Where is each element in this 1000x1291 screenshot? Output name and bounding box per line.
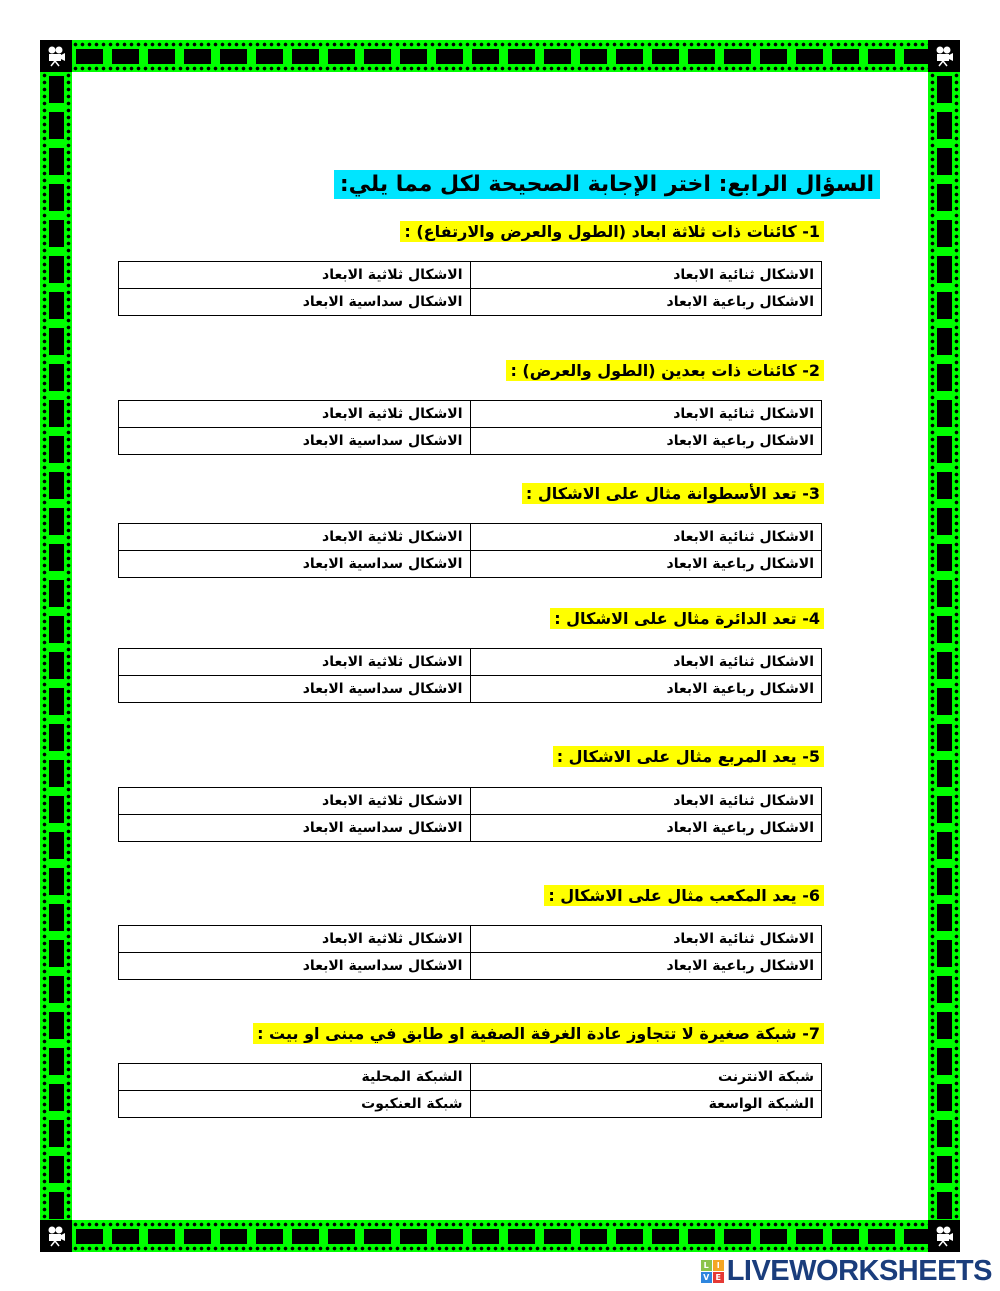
- options-table: شبكة الانترنت الشبكة المحلية الشبكة الواسع…: [118, 1063, 822, 1118]
- options-row: الاشكال ثنائية الابعاد الاشكال ثلاثية الا…: [118, 523, 822, 551]
- options-row: الاشكال ثنائية الابعاد الاشكال ثلاثية الا…: [118, 787, 822, 815]
- answer-option[interactable]: الاشكال ثنائية الابعاد: [469, 648, 822, 676]
- options-table: الاشكال ثنائية الابعاد الاشكال ثلاثية الا…: [118, 925, 822, 980]
- options-row: الاشكال رباعية الابعاد الاشكال سداسية الا…: [118, 952, 822, 980]
- answer-option[interactable]: الشبكة المحلية: [118, 1063, 471, 1091]
- options-table: الاشكال ثنائية الابعاد الاشكال ثلاثية الا…: [118, 648, 822, 703]
- answer-option[interactable]: الاشكال سداسية الابعاد: [118, 952, 471, 980]
- answer-option[interactable]: الاشكال سداسية الابعاد: [118, 288, 471, 316]
- answer-option[interactable]: الاشكال رباعية الابعاد: [469, 550, 822, 578]
- liveworksheets-logo: L I V E LIVEWORKSHEETS: [700, 1255, 993, 1288]
- question-text: 2- كائنات ذات بعدين (الطول والعرض) :: [506, 360, 824, 381]
- options-row: الاشكال رباعية الابعاد الاشكال سداسية الا…: [118, 675, 822, 703]
- movie-camera-icon: [928, 40, 960, 72]
- answer-option[interactable]: الاشكال ثنائية الابعاد: [469, 523, 822, 551]
- answer-option[interactable]: الاشكال ثلاثية الابعاد: [118, 523, 471, 551]
- options-row: الاشكال رباعية الابعاد الاشكال سداسية الا…: [118, 550, 822, 578]
- question-text: 5- يعد المربع مثال على الاشكال :: [552, 746, 824, 767]
- options-row: الشبكة الواسعة شبكة العنكبوت: [118, 1090, 822, 1118]
- answer-option[interactable]: الاشكال رباعية الابعاد: [469, 814, 822, 842]
- movie-camera-icon: [928, 1220, 960, 1252]
- film-border-right: [928, 72, 960, 1220]
- film-border-bottom: [72, 1220, 960, 1252]
- options-table: الاشكال ثنائية الابعاد الاشكال ثلاثية الا…: [118, 261, 822, 316]
- question-text: 3- تعد الأسطوانة مثال على الاشكال :: [521, 483, 824, 504]
- answer-option[interactable]: الاشكال ثلاثية الابعاد: [118, 787, 471, 815]
- movie-camera-icon: [40, 40, 72, 72]
- movie-camera-icon: [40, 1220, 72, 1252]
- answer-option[interactable]: الاشكال سداسية الابعاد: [118, 550, 471, 578]
- answer-option[interactable]: شبكة العنكبوت: [118, 1090, 471, 1118]
- question-text: 6- يعد المكعب مثال على الاشكال :: [544, 885, 824, 906]
- options-table: الاشكال ثنائية الابعاد الاشكال ثلاثية الا…: [118, 400, 822, 455]
- options-row: الاشكال ثنائية الابعاد الاشكال ثلاثية الا…: [118, 648, 822, 676]
- options-row: الاشكال ثنائية الابعاد الاشكال ثلاثية الا…: [118, 925, 822, 953]
- answer-option[interactable]: الاشكال رباعية الابعاد: [469, 427, 822, 455]
- answer-option[interactable]: الاشكال ثلاثية الابعاد: [118, 648, 471, 676]
- options-row: الاشكال رباعية الابعاد الاشكال سداسية الا…: [118, 427, 822, 455]
- options-row: الاشكال ثنائية الابعاد الاشكال ثلاثية الا…: [118, 261, 822, 289]
- answer-option[interactable]: الاشكال سداسية الابعاد: [118, 427, 471, 455]
- answer-option[interactable]: الاشكال ثلاثية الابعاد: [118, 261, 471, 289]
- answer-option[interactable]: الاشكال ثنائية الابعاد: [469, 261, 822, 289]
- answer-option[interactable]: الاشكال ثنائية الابعاد: [469, 400, 822, 428]
- page-title: السؤال الرابع: اختر الإجابة الصحيحة لكل …: [333, 170, 880, 199]
- answer-option[interactable]: الاشكال ثلاثية الابعاد: [118, 925, 471, 953]
- question-text: 4- تعد الدائرة مثال على الاشكال :: [550, 608, 824, 629]
- question-text: 7- شبكة صغيرة لا تتجاوز عادة الغرفة الصف…: [253, 1023, 824, 1044]
- film-border-left: [40, 72, 72, 1220]
- answer-option[interactable]: الشبكة الواسعة: [469, 1090, 822, 1118]
- options-table: الاشكال ثنائية الابعاد الاشكال ثلاثية الا…: [118, 787, 822, 842]
- answer-option[interactable]: الاشكال ثنائية الابعاد: [469, 787, 822, 815]
- options-row: الاشكال رباعية الابعاد الاشكال سداسية الا…: [118, 814, 822, 842]
- options-row: شبكة الانترنت الشبكة المحلية: [118, 1063, 822, 1091]
- answer-option[interactable]: الاشكال رباعية الابعاد: [469, 952, 822, 980]
- options-table: الاشكال ثنائية الابعاد الاشكال ثلاثية الا…: [118, 523, 822, 578]
- answer-option[interactable]: الاشكال سداسية الابعاد: [118, 675, 471, 703]
- answer-option[interactable]: الاشكال ثلاثية الابعاد: [118, 400, 471, 428]
- answer-option[interactable]: شبكة الانترنت: [469, 1063, 822, 1091]
- film-border-top: [72, 40, 960, 72]
- answer-option[interactable]: الاشكال رباعية الابعاد: [469, 288, 822, 316]
- options-row: الاشكال ثنائية الابعاد الاشكال ثلاثية الا…: [118, 400, 822, 428]
- question-text: 1- كائنات ذات ثلاثة ابعاد (الطول والعرض …: [400, 221, 824, 242]
- answer-option[interactable]: الاشكال ثنائية الابعاد: [469, 925, 822, 953]
- answer-option[interactable]: الاشكال رباعية الابعاد: [469, 675, 822, 703]
- options-row: الاشكال رباعية الابعاد الاشكال سداسية الا…: [118, 288, 822, 316]
- answer-option[interactable]: الاشكال سداسية الابعاد: [118, 814, 471, 842]
